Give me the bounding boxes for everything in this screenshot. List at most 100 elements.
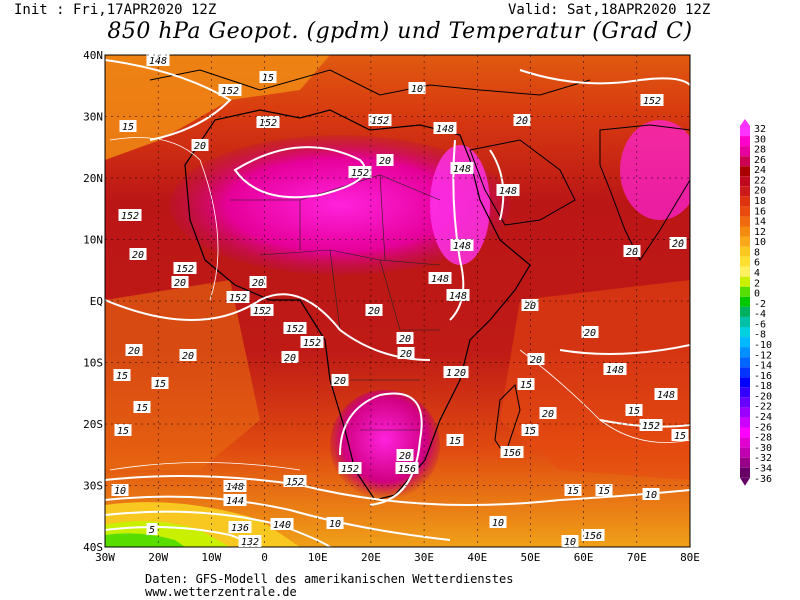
contour-label-box <box>125 344 143 356</box>
contour-label-box <box>433 122 457 134</box>
lon-label: 10E <box>308 551 328 564</box>
legend-tick: -32 <box>754 453 772 464</box>
legend-swatch <box>740 367 750 378</box>
legend-tick: 12 <box>754 227 766 238</box>
contour-label: 152 <box>286 477 304 488</box>
longitude-axis: 30W 20W 10W 0 10E 20E 30E 40E 50E 60E 70E 80E <box>95 55 700 564</box>
legend-swatch <box>740 236 750 247</box>
contour-label: 20 <box>626 247 638 258</box>
contour-label: 152 <box>221 86 239 97</box>
legend-arrow-bottom <box>740 477 750 486</box>
legend-swatch <box>740 377 750 388</box>
contour-label: 15 <box>567 486 579 497</box>
contour-label-box <box>446 289 470 301</box>
contour-label-box <box>228 521 252 533</box>
contour-label: 152 <box>351 168 369 179</box>
lat-label: 40N <box>83 49 103 62</box>
contour-label-box <box>496 184 520 196</box>
contour-label: 144 <box>226 496 244 507</box>
legend-tick: 24 <box>754 165 766 176</box>
contour-label: 20 <box>454 368 466 379</box>
contour-label: 148 <box>453 164 471 175</box>
contour-label-box <box>521 424 539 436</box>
contour-148-arabia <box>489 149 505 221</box>
heat-core-nile <box>430 145 490 265</box>
contour-label: 15 <box>674 431 686 442</box>
lat-label: 10N <box>83 234 103 247</box>
data-source: Daten: GFS-Modell des amerikanischen Wet… <box>145 572 514 586</box>
legend-swatch <box>740 266 750 277</box>
contour-label: 156 <box>398 464 416 475</box>
contour-label-box <box>111 484 129 496</box>
legend-tick: 8 <box>754 247 760 258</box>
contour-label-box <box>595 484 613 496</box>
contour-label: 15 <box>136 403 148 414</box>
contour-label: 152 <box>176 264 194 275</box>
lon-label: 10W <box>201 551 221 564</box>
legend-swatch <box>740 306 750 317</box>
contour-label: 152 <box>286 324 304 335</box>
contour-label: 140 <box>273 520 291 531</box>
contour-label-box <box>171 276 189 288</box>
lon-label: 60E <box>574 551 594 564</box>
legend-tick: 32 <box>754 124 766 135</box>
legend-swatch <box>740 427 750 438</box>
legend-tick: 4 <box>754 268 760 279</box>
contour-label: 152 <box>341 464 359 475</box>
contour-152-equator <box>105 293 431 361</box>
contour-label: 136 <box>231 523 249 534</box>
contour-label-box <box>326 517 344 529</box>
source-url[interactable]: www.wetterzentrale.de <box>145 585 297 599</box>
contour-label: 20 <box>284 353 296 364</box>
contour-label-box <box>581 529 605 541</box>
legend-tick: -20 <box>754 391 772 402</box>
legend-tick: 14 <box>754 217 766 228</box>
legend-tick: -14 <box>754 361 772 372</box>
contour-label: 20 <box>379 156 391 167</box>
legend-swatch <box>740 126 750 137</box>
contour-label: 152 <box>259 118 277 129</box>
legend-swatch <box>740 316 750 327</box>
legend-swatch <box>740 347 750 358</box>
legend-swatch <box>740 196 750 207</box>
contour-label-box <box>151 377 169 389</box>
contour-148-east <box>559 344 690 355</box>
legend-swatch <box>740 467 750 478</box>
contour-label-box <box>118 209 142 221</box>
legend-swatch <box>740 286 750 297</box>
legend-tick: -4 <box>754 309 766 320</box>
contour-label-box <box>191 139 209 151</box>
contour-label: 20 <box>132 250 144 261</box>
contour-label-box <box>527 353 545 365</box>
contour-label: 152 <box>642 421 660 432</box>
contour-label-box <box>539 407 557 419</box>
legend-tick: -26 <box>754 422 772 433</box>
legend-tick: 0 <box>754 289 760 300</box>
contour-label-box <box>114 424 132 436</box>
contour-label: 15 <box>628 406 640 417</box>
color-legend: 32302826242220181614121086420-2-4-6-8-10… <box>740 119 772 486</box>
legend-swatch <box>740 176 750 187</box>
legend-swatch <box>740 186 750 197</box>
contour-label-box <box>396 332 414 344</box>
contour-label-box <box>249 276 267 288</box>
legend-tick: 30 <box>754 134 766 145</box>
contour-label-box <box>129 248 147 260</box>
contour-label: 20 <box>530 355 542 366</box>
legend-tick: -22 <box>754 402 772 413</box>
contour-label: 148 <box>436 124 454 135</box>
legend-swatch <box>740 206 750 217</box>
legend-swatch <box>740 246 750 257</box>
contour-label-box <box>623 245 641 257</box>
contour-label: 5 <box>149 525 155 536</box>
contour-label: 152 <box>371 116 389 127</box>
contour-144-south <box>105 495 451 541</box>
lat-label: 20S <box>83 418 103 431</box>
contour-label-box <box>173 262 197 274</box>
contour-label-box <box>348 166 372 178</box>
country-borders <box>230 174 441 431</box>
legend-swatch <box>740 296 750 307</box>
contour-label: 20 <box>524 301 536 312</box>
contour-label-box <box>564 484 582 496</box>
